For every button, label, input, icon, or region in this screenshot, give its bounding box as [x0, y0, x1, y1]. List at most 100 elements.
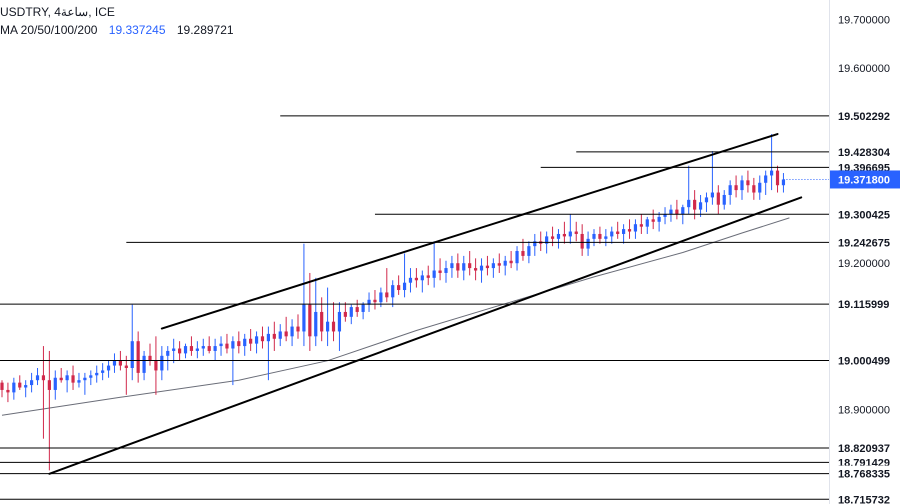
- candle: [562, 221, 566, 244]
- candle: [337, 302, 342, 351]
- candle-body: [302, 304, 306, 332]
- candle-body: [704, 197, 709, 203]
- candle-body: [592, 233, 596, 239]
- candle-body: [160, 355, 164, 371]
- candle: [154, 336, 158, 395]
- candle: [361, 302, 365, 320]
- candle: [527, 241, 531, 264]
- candle-body: [509, 260, 513, 264]
- level-price-label: 18.715732: [838, 494, 890, 504]
- candle: [272, 321, 276, 351]
- candle-body: [622, 229, 626, 234]
- candle: [112, 353, 117, 373]
- candle-body: [18, 382, 22, 388]
- candle: [438, 258, 442, 281]
- candle: [781, 173, 786, 193]
- candle: [124, 355, 128, 395]
- level-price-tag: 18.820937: [830, 439, 900, 456]
- y-tick-label: 19.200000: [838, 258, 890, 270]
- candle-body: [101, 370, 105, 373]
- current-price-tag: 19.371800: [830, 170, 900, 189]
- candle: [604, 229, 608, 247]
- candle: [290, 319, 294, 347]
- candle: [160, 346, 164, 381]
- candle: [397, 275, 401, 295]
- candle-body: [438, 270, 442, 273]
- candle-body: [521, 251, 525, 256]
- candle: [349, 304, 353, 325]
- candle-body: [254, 336, 259, 344]
- candle-body: [154, 360, 158, 371]
- candle-body: [722, 194, 726, 205]
- candle: [260, 326, 265, 349]
- ma-value-1: 19.337245: [108, 23, 166, 37]
- candle-body: [290, 326, 294, 337]
- level-price-label: 19.242675: [838, 237, 890, 249]
- candle-body: [243, 338, 247, 347]
- candle: [65, 370, 69, 393]
- candle: [254, 331, 259, 354]
- candle: [704, 192, 709, 213]
- candle: [219, 336, 223, 356]
- candle: [515, 246, 519, 271]
- candle-body: [326, 321, 330, 332]
- candle-body: [444, 268, 448, 273]
- candle-body: [266, 333, 270, 342]
- candle-body: [639, 224, 643, 227]
- candle: [302, 243, 306, 347]
- candle: [752, 177, 756, 200]
- candle-body: [142, 355, 146, 373]
- candle: [106, 360, 111, 378]
- candle: [6, 382, 10, 403]
- candle: [693, 190, 697, 220]
- candle-body: [272, 333, 276, 339]
- candle-body: [580, 233, 584, 249]
- level-price-label: 19.502292: [838, 111, 890, 123]
- level-price-tag-background: [830, 206, 900, 223]
- candle-body: [207, 346, 211, 351]
- candle: [639, 214, 643, 234]
- candle-body: [462, 263, 466, 271]
- candle-body: [752, 185, 756, 193]
- candle-body: [367, 299, 371, 305]
- candle: [89, 370, 93, 386]
- level-price-tag: 19.428304: [830, 143, 900, 160]
- candle-body: [296, 326, 300, 332]
- level-price-tag: 18.768335: [830, 465, 900, 482]
- candle: [633, 219, 638, 239]
- candle: [373, 290, 377, 310]
- candle: [627, 219, 632, 239]
- level-price-tag-background: [830, 465, 900, 482]
- candle-body: [12, 382, 16, 393]
- candle-body: [320, 311, 324, 332]
- candle-body: [355, 307, 359, 312]
- candle-body: [414, 277, 418, 281]
- candle-body: [195, 348, 199, 351]
- level-price-tag-background: [830, 143, 900, 160]
- level-price-label: 19.000499: [838, 355, 890, 367]
- candle-body: [503, 260, 507, 266]
- candle: [432, 241, 436, 288]
- candle-body: [740, 180, 744, 191]
- candle-body: [106, 365, 111, 371]
- candle: [166, 346, 170, 371]
- candle-body: [574, 231, 578, 234]
- candle: [314, 277, 318, 347]
- candle-body: [716, 192, 720, 205]
- candle: [201, 338, 205, 356]
- candle: [568, 214, 572, 244]
- candle-body: [562, 233, 566, 237]
- candle: [764, 170, 768, 195]
- candle-body: [391, 285, 395, 298]
- candle-body: [698, 202, 703, 210]
- ma-legend: MA 20/50/100/200 19.337245 19.289721: [0, 23, 234, 37]
- y-tick-label: 19.600000: [838, 63, 890, 75]
- candle-body: [24, 385, 28, 388]
- candle-body: [456, 263, 460, 271]
- candle: [367, 292, 371, 312]
- candle-body: [89, 375, 93, 378]
- candle-body: [468, 263, 472, 269]
- candle: [775, 165, 780, 193]
- candle-body: [485, 265, 490, 269]
